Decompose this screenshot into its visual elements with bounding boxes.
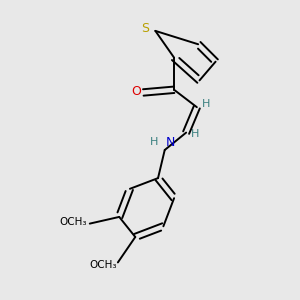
Text: O: O bbox=[131, 85, 141, 98]
Text: H: H bbox=[150, 137, 158, 147]
Text: H: H bbox=[202, 100, 210, 110]
Text: OCH₃: OCH₃ bbox=[89, 260, 116, 270]
Text: OCH₃: OCH₃ bbox=[59, 217, 87, 227]
Text: N: N bbox=[166, 136, 176, 149]
Text: S: S bbox=[141, 22, 149, 35]
Text: H: H bbox=[191, 129, 199, 139]
